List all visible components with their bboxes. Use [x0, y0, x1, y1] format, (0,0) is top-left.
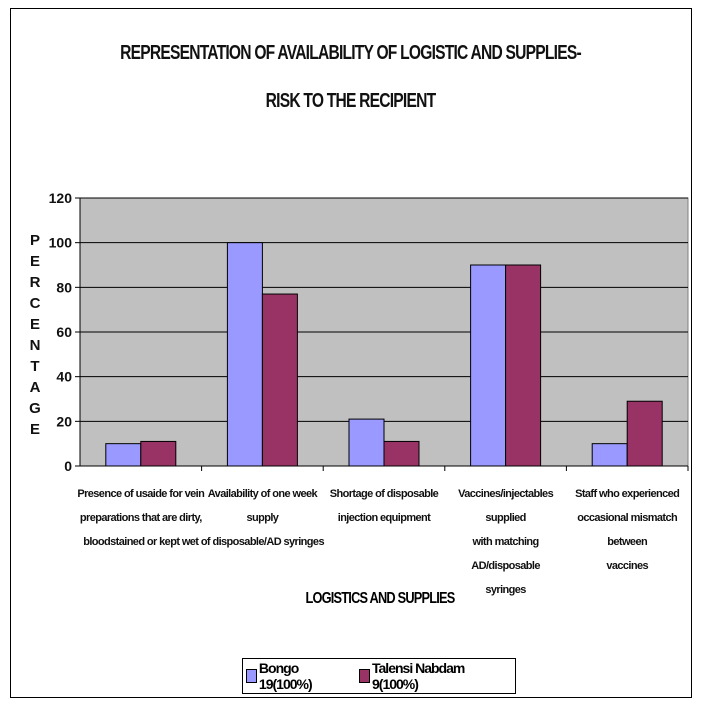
- category-label-line: bloodstained or kept wet: [83, 536, 199, 548]
- bar: [470, 264, 507, 467]
- category-label-line: injection equipment: [337, 512, 431, 524]
- y-axis-label-letter: E: [29, 421, 40, 438]
- legend-item: Talensi Nabdam 9(100%): [359, 660, 512, 692]
- chart-title: REPRESENTATION OF AVAILABILITY OF LOGIST…: [120, 42, 582, 64]
- category-label-line: occasional mismatch between: [577, 512, 678, 548]
- bar: [140, 440, 177, 467]
- legend-item: Bongo 19(100%): [246, 660, 353, 692]
- y-axis-label-letter: A: [29, 379, 41, 396]
- category-label-line: Staff who experienced: [575, 488, 680, 500]
- category-label-line: vaccines: [606, 560, 649, 572]
- y-tick-label: 80: [56, 279, 72, 295]
- category-label-line: with matching AD/disposable: [471, 536, 540, 572]
- y-axis-label-letter: P: [29, 232, 40, 249]
- y-axis-label-letter: C: [29, 295, 41, 312]
- bar: [626, 400, 663, 467]
- bar: [226, 242, 263, 467]
- category-label-line: of disposable/AD syringes: [200, 536, 325, 548]
- legend-swatch: [246, 669, 257, 683]
- bar: [105, 443, 142, 467]
- category-label: Staff who experienced occasional mismatch…: [562, 482, 692, 578]
- category-label: Shortage of disposable injection equipmen…: [319, 482, 449, 530]
- category-label-line: syringes: [485, 584, 526, 596]
- legend-swatch: [359, 669, 370, 683]
- y-tick-label: 0: [64, 458, 72, 474]
- legend: Bongo 19(100%) Talensi Nabdam 9(100%): [242, 658, 516, 694]
- bar: [505, 264, 542, 467]
- y-axis-label-letter: E: [29, 316, 40, 333]
- category-label-line: Presence of usaide for vein: [77, 488, 205, 500]
- bar: [261, 293, 298, 467]
- y-axis-label-letter: R: [29, 274, 41, 291]
- legend-label: Bongo 19(100%): [258, 660, 313, 692]
- bar: [348, 418, 385, 467]
- legend-label: Talensi Nabdam 9(100%): [372, 660, 465, 692]
- chart-subtitle: RISK TO THE RECIPIENT: [265, 90, 436, 112]
- category-label: Vaccines/injectables supplied with matchi…: [441, 482, 571, 602]
- category-label-line: Vaccines/injectables supplied: [458, 488, 554, 524]
- bar: [591, 443, 628, 467]
- y-axis-label-letter: N: [29, 337, 41, 354]
- category-label-line: Availability of one week supply: [207, 488, 318, 524]
- y-axis-label-letter: T: [30, 358, 40, 375]
- category-label-line: Shortage of disposable: [329, 488, 439, 500]
- x-axis-label: LOGISTICS AND SUPPLIES: [305, 590, 455, 607]
- y-tick-label: 60: [56, 324, 72, 340]
- y-axis-label-letter: G: [29, 400, 41, 417]
- bar: [383, 440, 420, 467]
- y-axis-label-letter: E: [29, 253, 40, 270]
- y-tick-label: 40: [56, 369, 72, 385]
- y-tick-label: 100: [49, 235, 73, 251]
- category-label: Presence of usaide for vein preparations …: [76, 482, 206, 554]
- y-tick-label: 120: [49, 190, 73, 206]
- y-tick-label: 20: [56, 413, 72, 429]
- category-label: Availability of one week supply of dispos…: [198, 482, 328, 554]
- category-label-line: preparations that are dirty,: [79, 512, 202, 524]
